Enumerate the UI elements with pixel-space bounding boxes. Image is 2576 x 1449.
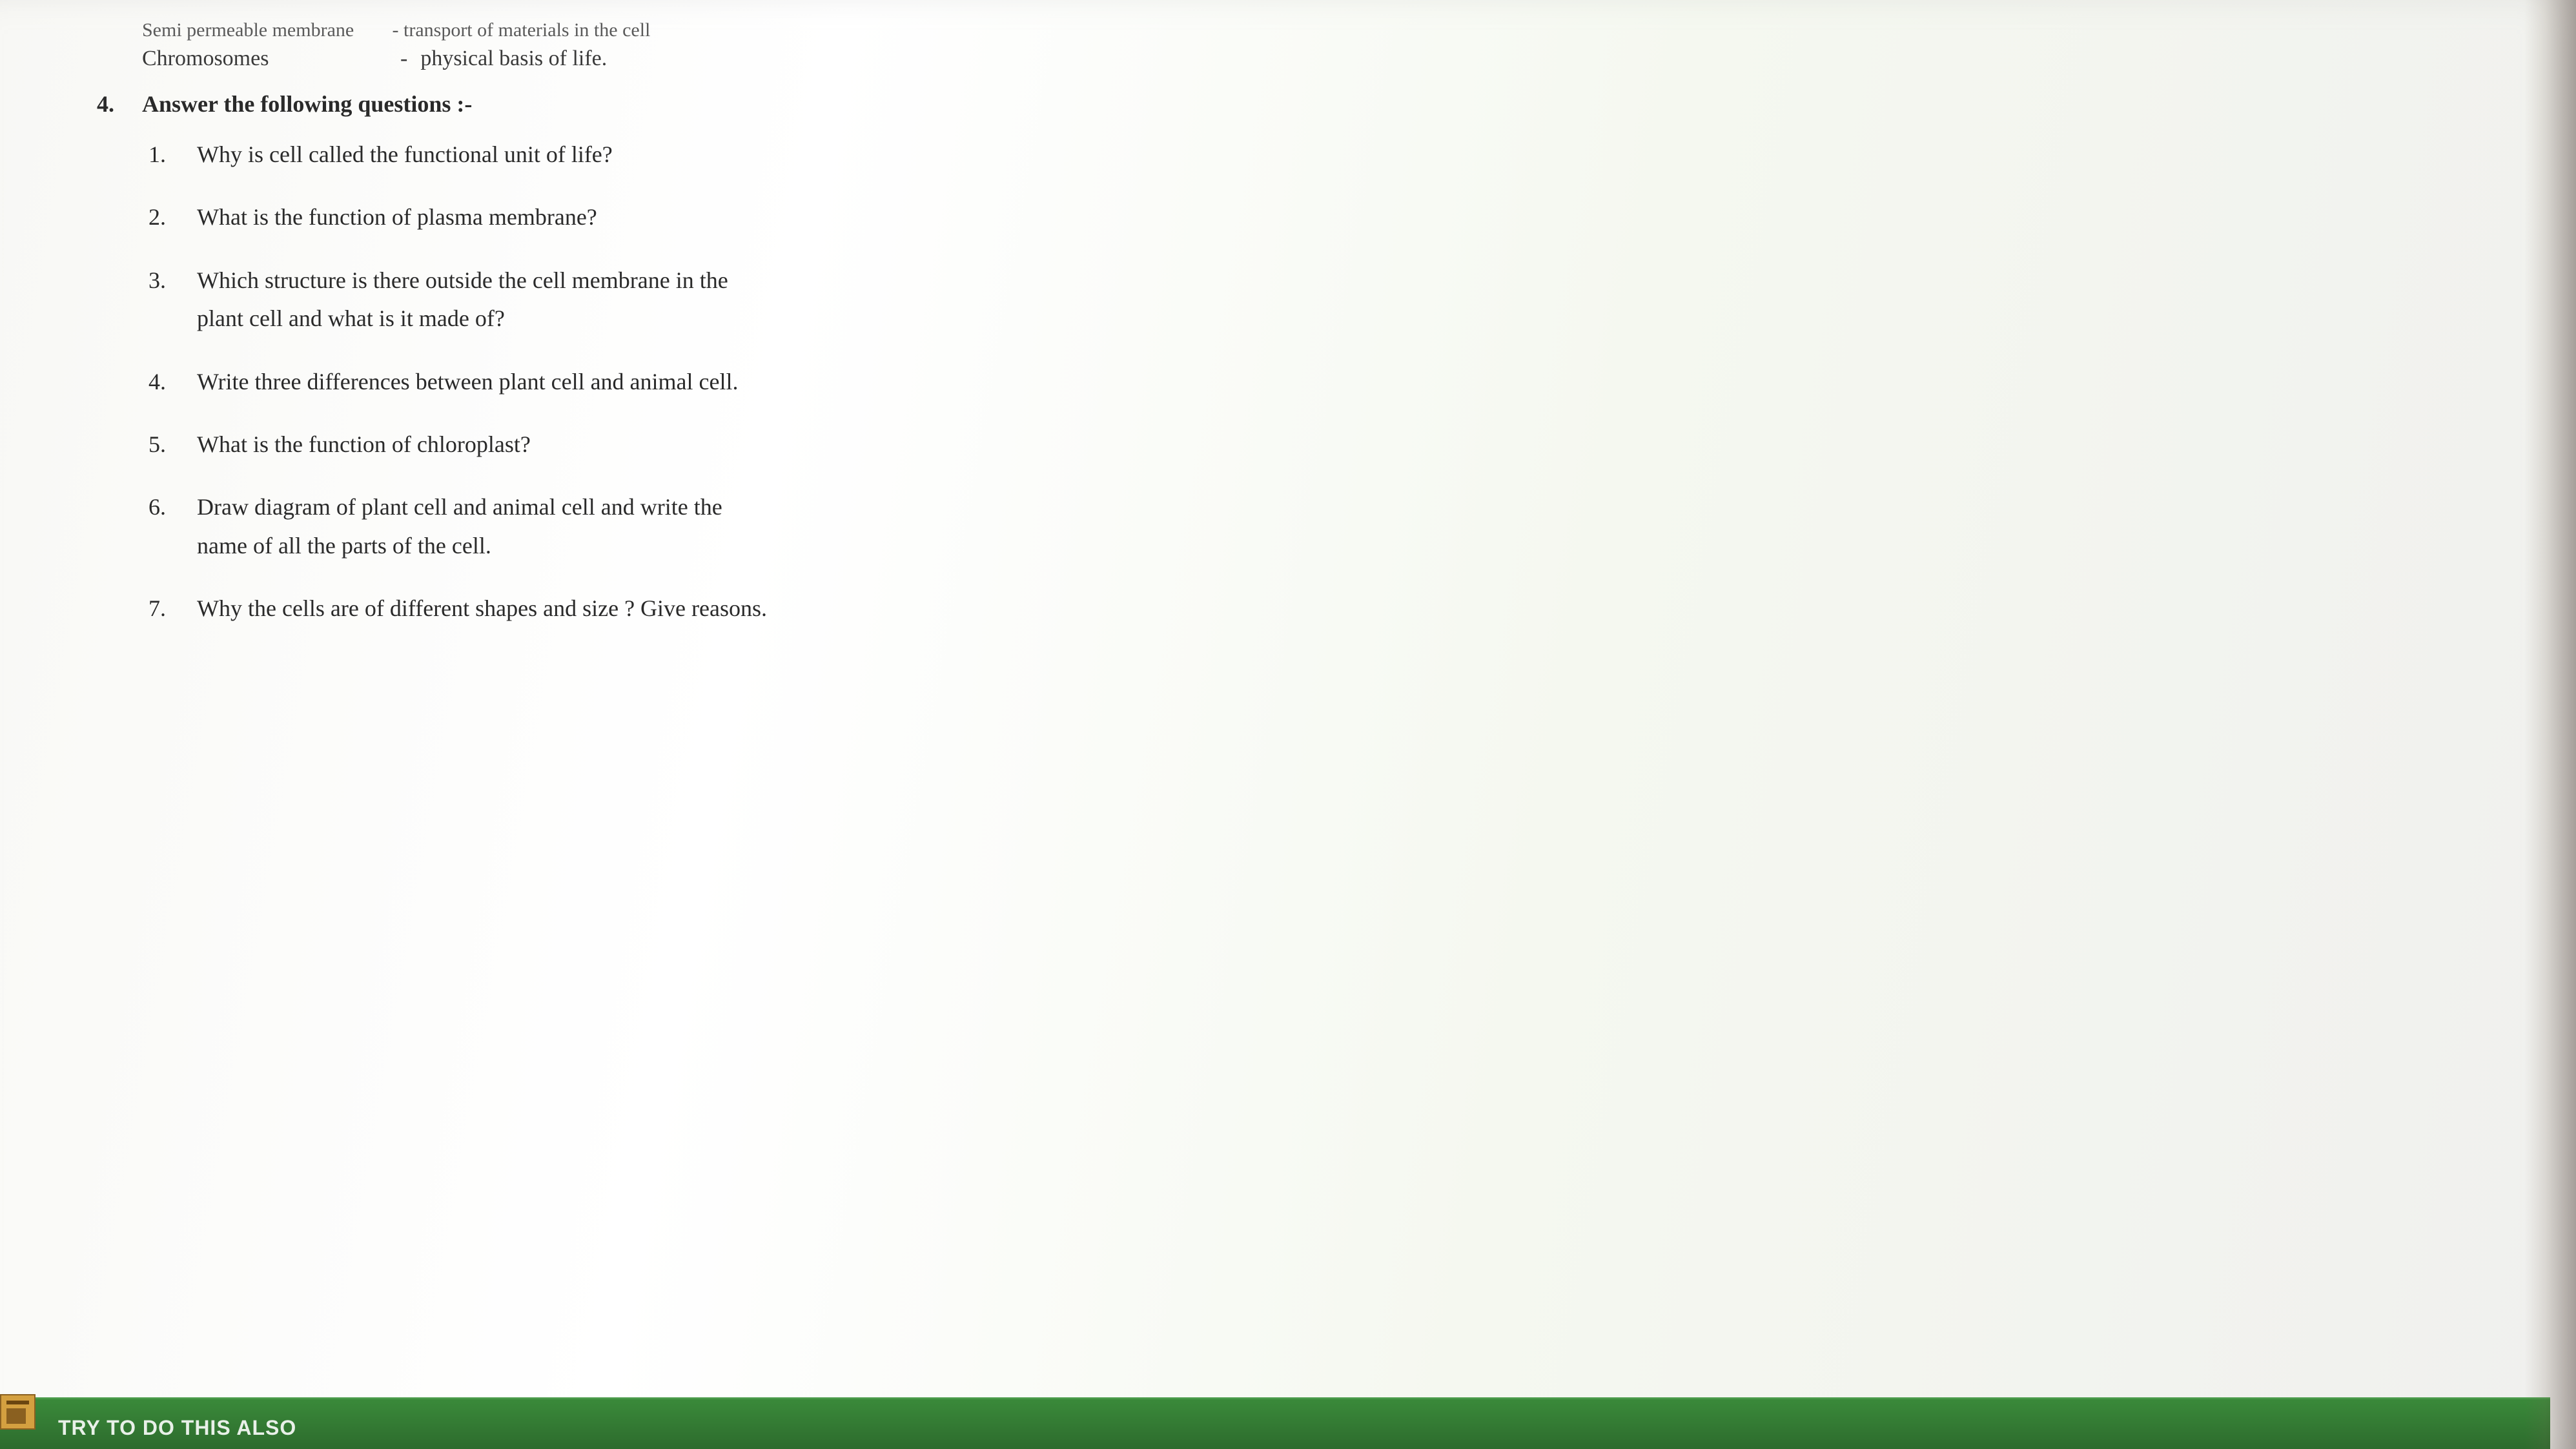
- question-number: 7.: [148, 595, 197, 622]
- section-header: 4. Answer the following questions :-: [52, 90, 2499, 118]
- question-number: 3.: [148, 267, 197, 294]
- textbook-page: Semi permeable membrane - transport of m…: [0, 0, 2576, 1449]
- question-number: 1.: [148, 141, 197, 168]
- question-row: 5. What is the function of chloroplast?: [52, 426, 2499, 464]
- question-row: 7. Why the cells are of different shapes…: [52, 590, 2499, 628]
- bottom-banner: [0, 1397, 2550, 1449]
- match-sep: -: [400, 46, 407, 71]
- match-left: Chromosomes: [142, 46, 387, 71]
- question-row: 4. Write three differences between plant…: [52, 363, 2499, 401]
- match-left-partial: Semi permeable membrane: [142, 19, 387, 41]
- question-text: Why is cell called the functional unit o…: [197, 136, 613, 174]
- match-sep: -: [393, 19, 399, 41]
- match-row-partial: Semi permeable membrane - transport of m…: [52, 19, 2499, 41]
- question-row: 1. Why is cell called the functional uni…: [52, 136, 2499, 174]
- match-right: physical basis of life.: [420, 46, 607, 71]
- question-text: Draw diagram of plant cell and animal ce…: [197, 488, 778, 565]
- match-row: Chromosomes - physical basis of life.: [52, 46, 2499, 71]
- question-text: What is the function of chloroplast?: [197, 426, 531, 464]
- question-text: Why the cells are of different shapes an…: [197, 590, 767, 628]
- bottom-banner-label: TRY TO DO THIS ALSO: [58, 1416, 296, 1440]
- question-text: What is the function of plasma membrane?: [197, 198, 597, 236]
- question-number: 6.: [148, 493, 197, 520]
- question-row: 6. Draw diagram of plant cell and animal…: [52, 488, 2499, 565]
- question-number: 2.: [148, 203, 197, 231]
- question-text: Which structure is there outside the cel…: [197, 262, 778, 338]
- question-number: 4.: [148, 368, 197, 395]
- question-number: 5.: [148, 431, 197, 458]
- question-row: 2. What is the function of plasma membra…: [52, 198, 2499, 236]
- section-number: 4.: [97, 90, 142, 118]
- pencil-box-icon: [0, 1394, 36, 1430]
- question-row: 3. Which structure is there outside the …: [52, 262, 2499, 338]
- match-right-partial: transport of materials in the cell: [404, 19, 650, 41]
- section-title: Answer the following questions :-: [142, 90, 472, 118]
- question-text: Write three differences between plant ce…: [197, 363, 738, 401]
